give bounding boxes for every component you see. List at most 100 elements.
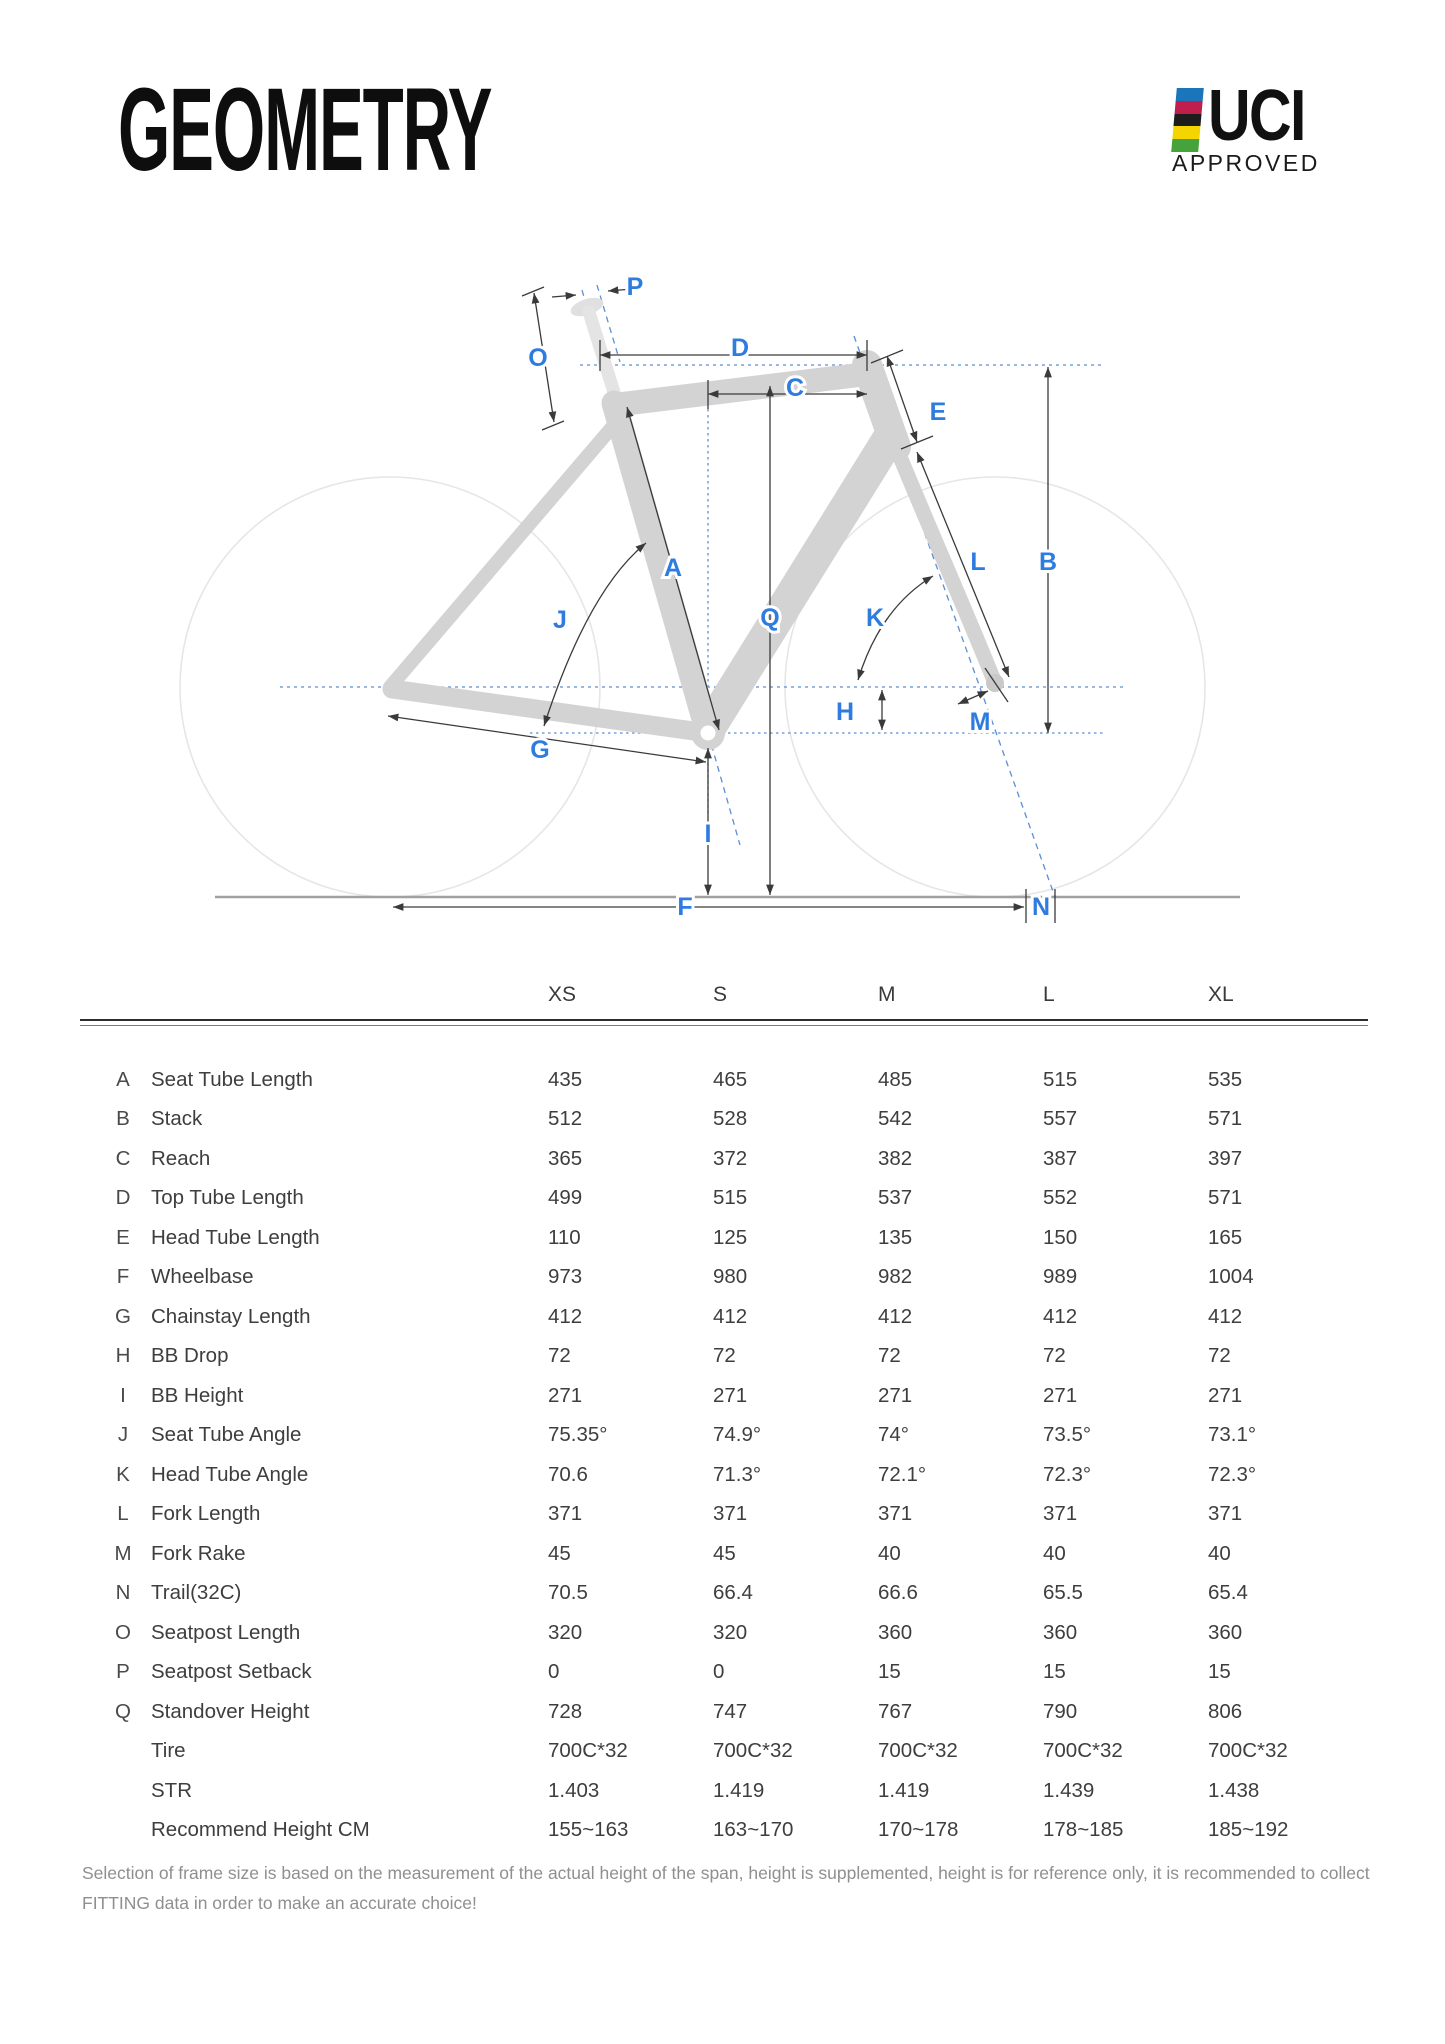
value-l: 178~185: [1043, 1818, 1124, 1842]
spec-table-body: A Seat Tube Length 435 465 485 515 535 B…: [95, 1060, 1373, 1850]
value-xl: 806: [1208, 1699, 1243, 1723]
value-m: 767: [878, 1699, 913, 1723]
dim-label-i: I: [705, 820, 712, 848]
geometry-diagram: P D C O E A L B J Q K H M G I F N: [179, 270, 1240, 924]
value-m: 360: [878, 1620, 913, 1644]
value-xl: 165: [1208, 1225, 1243, 1249]
value-s: 271: [713, 1383, 748, 1407]
uci-rainbow-stripes-icon: [1171, 88, 1204, 152]
value-xs: 72: [548, 1344, 571, 1368]
value-m: 66.6: [878, 1581, 918, 1605]
value-xl: 397: [1208, 1146, 1243, 1170]
value-s: 371: [713, 1502, 748, 1526]
value-m: 485: [878, 1067, 913, 1091]
value-xs: 1.403: [548, 1778, 600, 1802]
value-s: 515: [713, 1186, 748, 1210]
value-xl: 72: [1208, 1344, 1231, 1368]
value-xs: 728: [548, 1699, 583, 1723]
size-header-row: XS S M L XL: [95, 983, 1373, 1007]
row-name: Fork Length: [151, 1502, 261, 1526]
table-row: F Wheelbase 973 980 982 989 1004: [95, 1258, 1373, 1298]
value-xl: 65.4: [1208, 1581, 1248, 1605]
value-l: 552: [1043, 1186, 1078, 1210]
value-l: 1.439: [1043, 1778, 1095, 1802]
value-xl: 371: [1208, 1502, 1243, 1526]
row-letter: G: [115, 1304, 131, 1328]
row-letter: E: [116, 1225, 130, 1249]
table-row: Tire 700C*32 700C*32 700C*32 700C*32 700…: [95, 1732, 1373, 1772]
value-xl: 571: [1208, 1186, 1243, 1210]
dim-label-h: H: [836, 698, 854, 726]
value-m: 15: [878, 1660, 901, 1684]
table-row: O Seatpost Length 320 320 360 360 360: [95, 1613, 1373, 1653]
down-tube: [691, 423, 905, 747]
value-s: 71.3°: [713, 1462, 762, 1486]
dim-label-j: J: [553, 606, 567, 634]
value-xs: 271: [548, 1383, 583, 1407]
value-s: 528: [713, 1107, 748, 1131]
size-header-m: M: [878, 983, 896, 1006]
value-m: 170~178: [878, 1818, 959, 1842]
value-s: 45: [713, 1541, 736, 1565]
dim-label-f: F: [677, 893, 692, 921]
value-s: 1.419: [713, 1778, 765, 1802]
value-xl: 571: [1208, 1107, 1243, 1131]
value-s: 747: [713, 1699, 748, 1723]
value-l: 271: [1043, 1383, 1078, 1407]
value-l: 65.5: [1043, 1581, 1083, 1605]
row-letter: Q: [115, 1699, 131, 1723]
dim-label-n: N: [1032, 893, 1050, 921]
table-row: P Seatpost Setback 0 0 15 15 15: [95, 1653, 1373, 1693]
value-l: 360: [1043, 1620, 1078, 1644]
value-s: 74.9°: [713, 1423, 762, 1447]
size-header-l: L: [1043, 983, 1055, 1006]
row-name: STR: [151, 1778, 192, 1802]
row-name: BB Height: [151, 1383, 244, 1407]
row-letter: H: [115, 1344, 131, 1368]
row-letter: O: [115, 1620, 131, 1644]
value-l: 989: [1043, 1265, 1078, 1289]
value-s: 66.4: [713, 1581, 753, 1605]
value-l: 412: [1043, 1304, 1078, 1328]
value-xl: 40: [1208, 1541, 1231, 1565]
row-name: Wheelbase: [151, 1265, 254, 1289]
value-xs: 70.6: [548, 1462, 588, 1486]
value-s: 412: [713, 1304, 748, 1328]
row-name: Recommend Height CM: [151, 1818, 370, 1842]
table-row: D Top Tube Length 499 515 537 552 571: [95, 1179, 1373, 1219]
value-xs: 110: [548, 1225, 581, 1249]
row-name: Top Tube Length: [151, 1186, 304, 1210]
dim-label-k: K: [866, 604, 884, 632]
row-letter: L: [117, 1502, 129, 1526]
dim-label-p: P: [627, 273, 644, 301]
row-name: Standover Height: [151, 1699, 310, 1723]
value-xs: 45: [548, 1541, 571, 1565]
seatpost: [582, 305, 624, 409]
dimension-labels: P D C O E A L B J Q K H M G I F N: [525, 270, 1060, 924]
value-l: 150: [1043, 1225, 1078, 1249]
value-l: 700C*32: [1043, 1739, 1123, 1763]
table-row: Q Standover Height 728 747 767 790 806: [95, 1692, 1373, 1732]
table-row: L Fork Length 371 371 371 371 371: [95, 1495, 1373, 1535]
row-name: Head Tube Length: [151, 1225, 320, 1249]
value-l: 15: [1043, 1660, 1066, 1684]
dimension-lines: [387, 286, 1056, 923]
uci-approved-logo: UCI APPROVED: [1170, 76, 1376, 176]
value-l: 371: [1043, 1502, 1078, 1526]
row-letter: N: [115, 1581, 131, 1605]
value-s: 72: [713, 1344, 736, 1368]
value-m: 135: [878, 1225, 913, 1249]
value-xl: 73.1°: [1208, 1423, 1257, 1447]
table-row: N Trail(32C) 70.5 66.4 66.6 65.5 65.4: [95, 1574, 1373, 1614]
row-name: Stack: [151, 1107, 203, 1131]
value-l: 387: [1043, 1146, 1078, 1170]
uci-logo-text: UCI: [1208, 76, 1306, 156]
value-xs: 75.35°: [548, 1423, 608, 1447]
size-header-xl: XL: [1208, 983, 1234, 1006]
value-xs: 155~163: [548, 1818, 629, 1842]
value-xl: 185~192: [1208, 1818, 1289, 1842]
value-s: 125: [713, 1225, 748, 1249]
row-name: Seat Tube Angle: [151, 1423, 302, 1447]
table-row: E Head Tube Length 110 125 135 150 165: [95, 1218, 1373, 1258]
